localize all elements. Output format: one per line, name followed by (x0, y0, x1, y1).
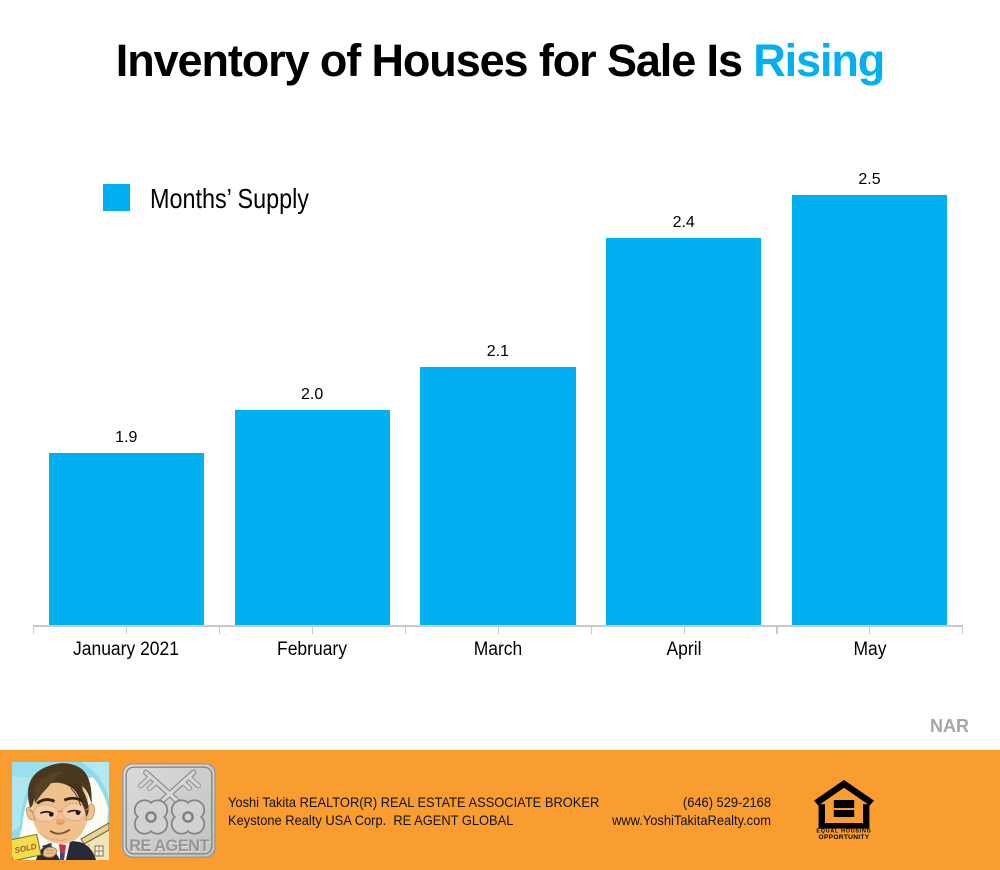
svg-text:OPPORTUNITY: OPPORTUNITY (819, 834, 870, 840)
svg-text:RE AGENT: RE AGENT (129, 838, 209, 856)
svg-text:RE AGENT: RE AGENT (129, 837, 209, 855)
svg-text:EQUAL HOUSING: EQUAL HOUSING (816, 829, 871, 835)
